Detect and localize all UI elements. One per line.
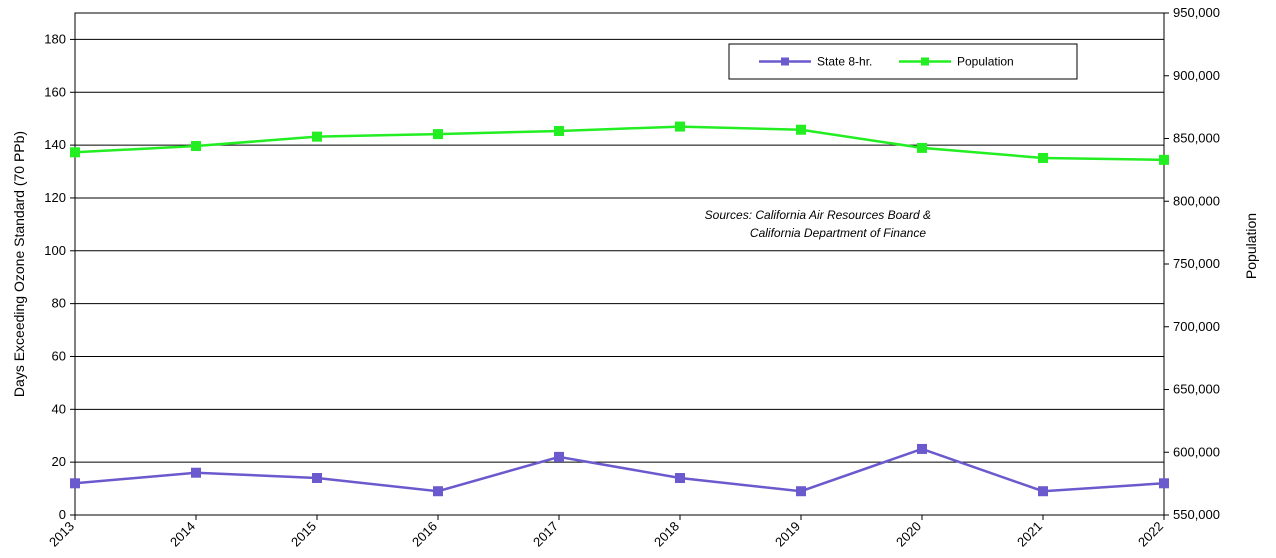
x-tick-label: 2019 [772,519,803,550]
left-tick-label: 40 [52,401,66,416]
legend-swatch-marker [921,57,929,66]
left-tick-label: 0 [59,507,66,522]
plot-frame [74,12,1165,516]
right-tick-label: 600,000 [1173,444,1220,459]
left-tick-label: 180 [44,31,66,46]
series-1-point [70,147,80,158]
left-tick-label: 120 [44,190,66,205]
legend-label: Population [957,55,1014,69]
x-tick-label: 2015 [288,519,319,550]
right-tick-label: 650,000 [1173,382,1220,397]
left-tick-label: 80 [52,296,66,311]
right-tick-label: 950,000 [1173,5,1220,20]
left-axis: 0 20 40 60 80 100 120 140 160 180 [44,31,75,522]
series-0-point [191,467,201,478]
series-1-point [1159,154,1169,165]
series-0-point [917,443,927,454]
left-tick-label: 100 [44,243,66,258]
x-axis: 2013 2014 2015 2016 2017 2018 2019 2020 2021 2022 [46,515,1166,550]
right-axis: 550,000 600,000 650,000 700,000 750,000 800,0… [1164,5,1220,522]
x-tick-label: 2013 [46,519,77,550]
x-tick-label: 2018 [651,519,682,550]
right-tick-label: 900,000 [1173,68,1220,83]
series-1-point [191,141,201,152]
y-axis-title: Days Exceeding Ozone Standard (70 PPb) [11,131,27,397]
x-tick-label: 2022 [1135,519,1166,550]
left-tick-label: 140 [44,137,66,152]
right-tick-label: 800,000 [1173,193,1220,208]
right-tick-label: 700,000 [1173,319,1220,334]
series-line-population [74,125,1165,162]
series-1-point [312,131,322,142]
left-tick-label: 60 [52,348,66,363]
series-1-point [554,125,564,136]
series-0-point [675,473,685,484]
left-tick-label: 160 [44,84,66,99]
x-tick-label: 2014 [167,519,198,550]
x-tick-label: 2016 [409,519,440,550]
series-0-point [70,478,80,489]
series-0-point [1038,486,1048,497]
x-tick-label: 2017 [530,519,561,550]
series-1-point [433,129,443,140]
right-tick-label: 750,000 [1173,256,1220,271]
series-1-point [917,142,927,153]
right-tick-label: 850,000 [1173,131,1220,146]
y2-axis-title: Population [1243,213,1259,279]
series-0-point [1159,478,1169,489]
series-0-point [433,486,443,497]
source-line-1: Sources: California Air Resources Board … [705,208,931,222]
legend: State 8-hr. Population [728,43,1078,80]
series-layer [70,121,1169,497]
series-1-point [796,124,806,135]
series-1-point [1038,152,1048,163]
series-0-point [796,486,806,497]
x-tick-label: 2020 [893,519,924,550]
x-tick-label: 2021 [1014,519,1045,550]
series-0-point [554,451,564,462]
source-line-2: California Department of Finance [750,226,926,240]
series-1-point [675,121,685,132]
legend-label: State 8-hr. [817,55,872,69]
gridlines [75,38,1164,516]
left-tick-label: 20 [52,454,66,469]
right-tick-label: 550,000 [1173,507,1220,522]
source-annotation: Sources: California Air Resources Board … [705,208,931,240]
legend-swatch-marker [781,57,789,66]
series-0-point [312,473,322,484]
series-line-state-8-hr [74,447,1165,493]
